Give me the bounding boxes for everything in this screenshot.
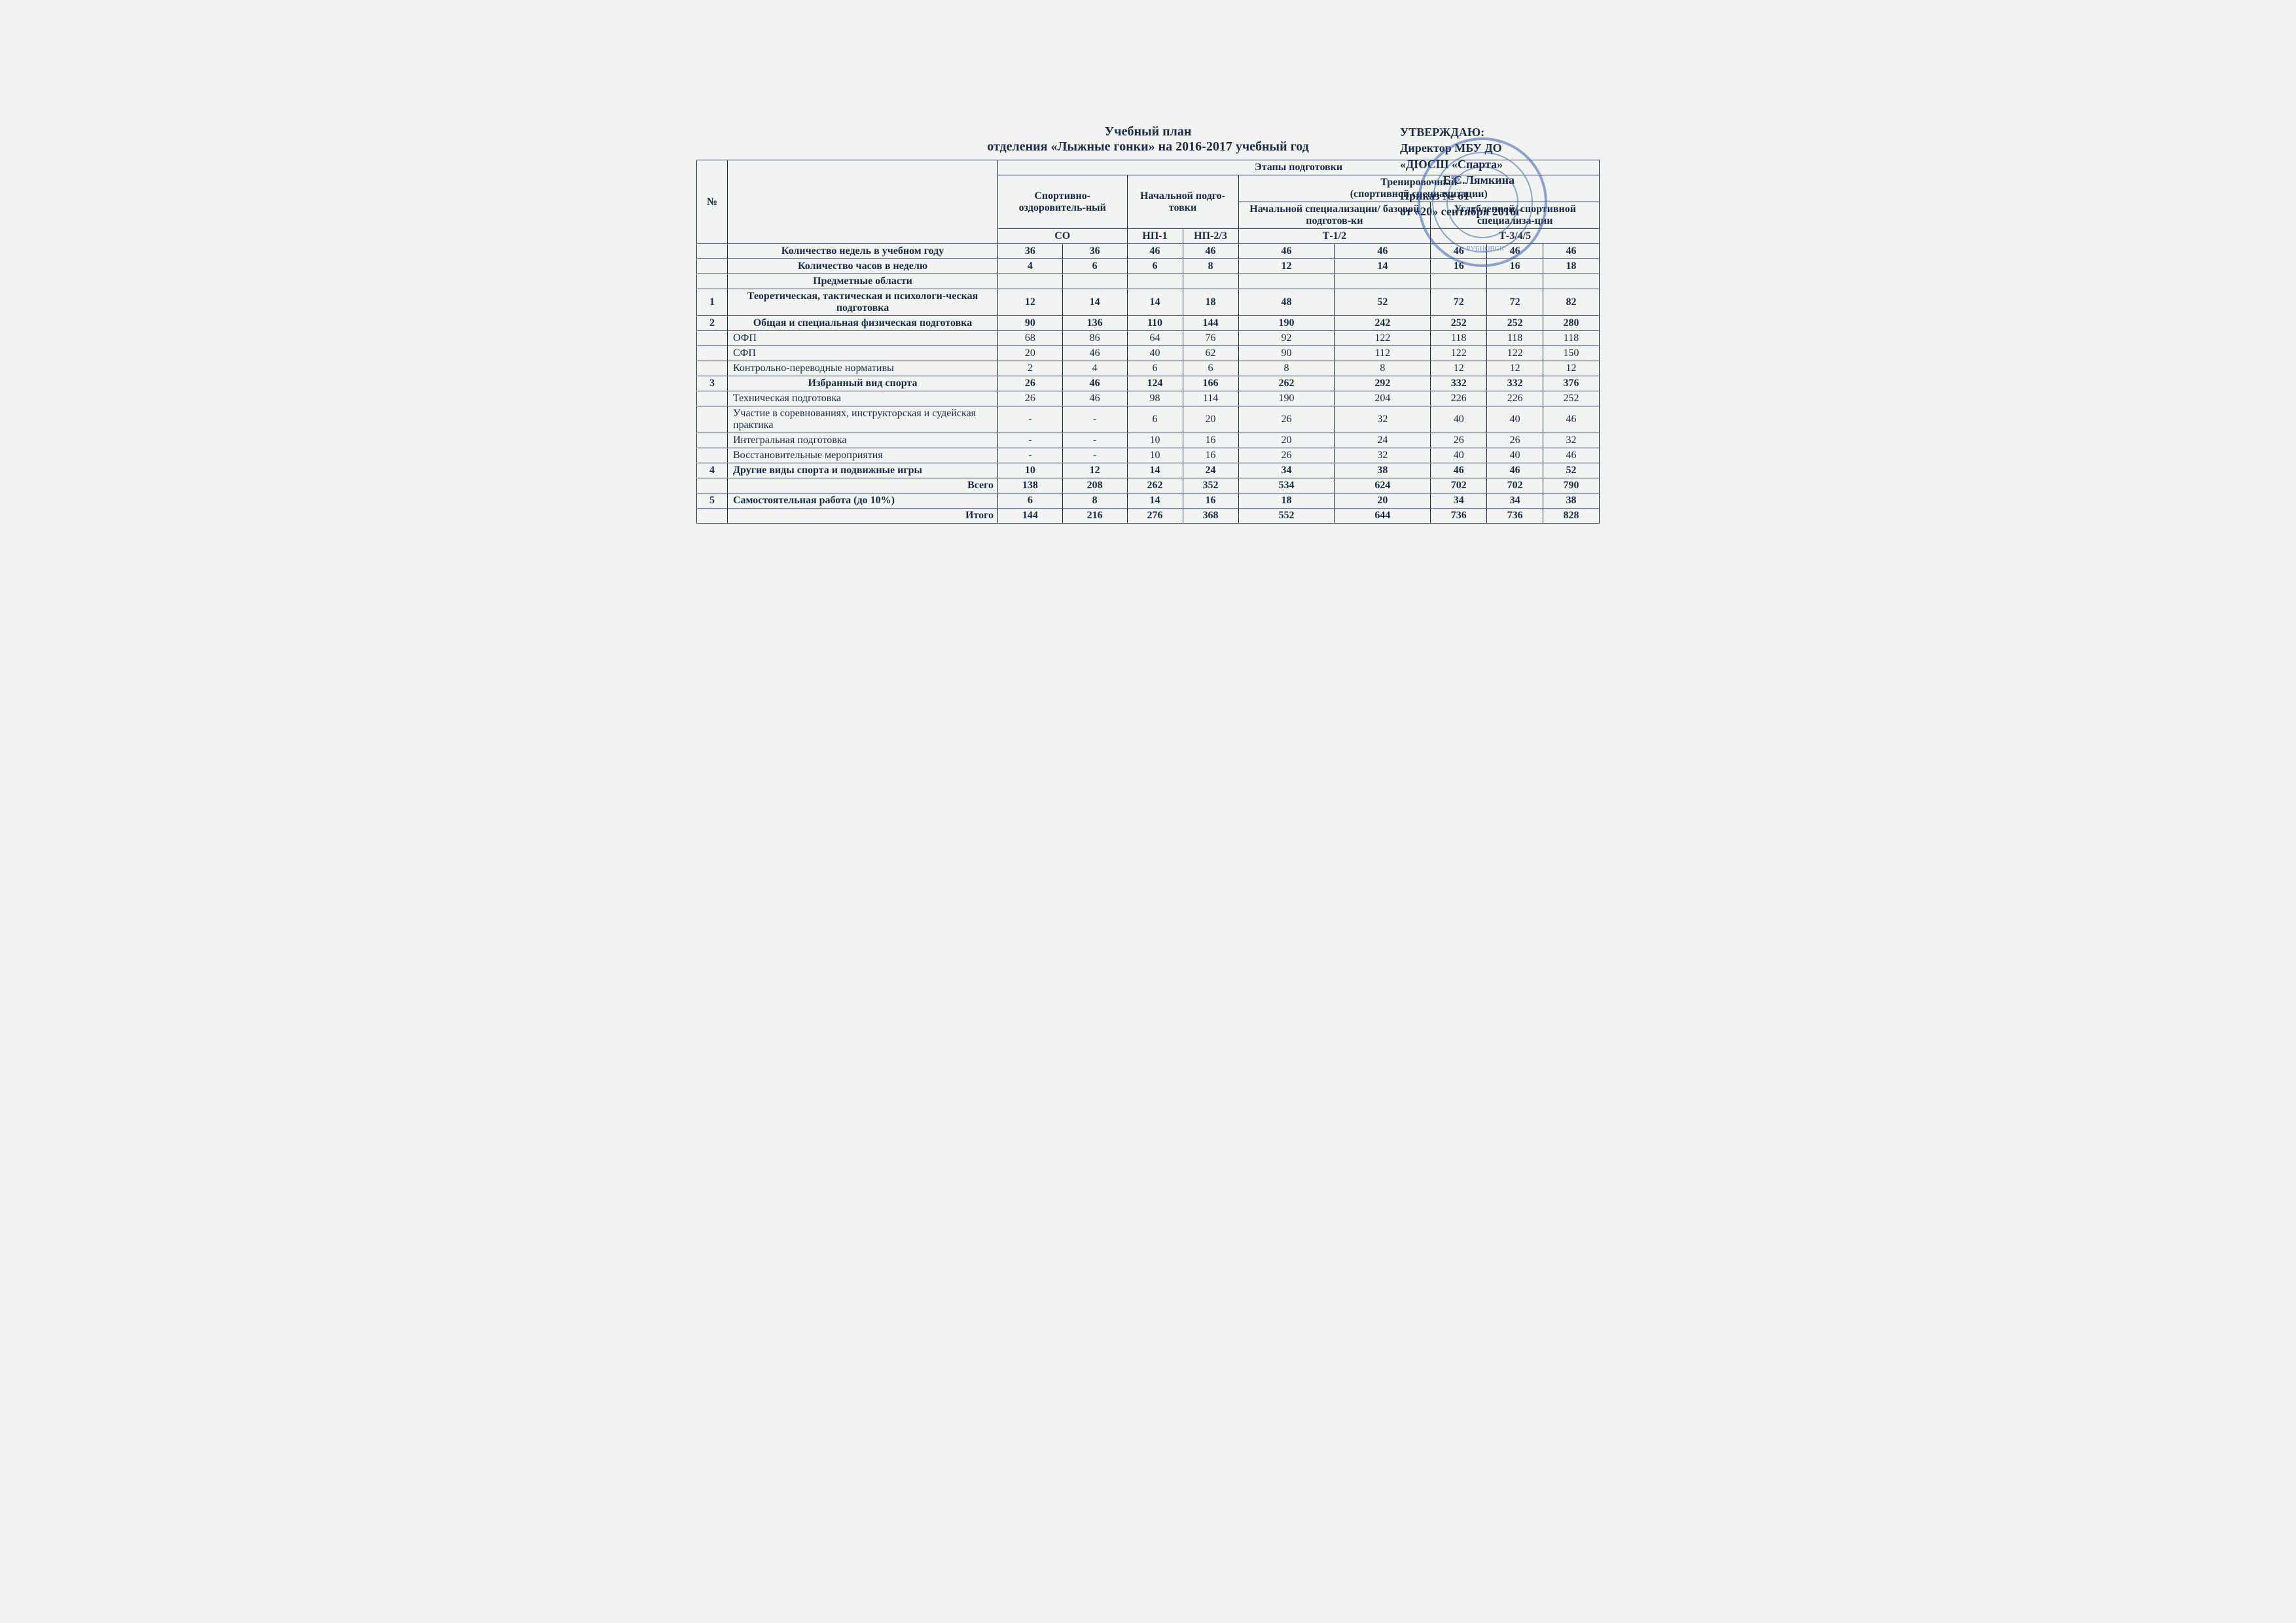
document-page: УТВЕРЖДАЮ: Директор МБУ ДО «ДЮСШ «Спарта…	[696, 124, 1600, 524]
approval-line: УТВЕРЖДАЮ:	[1400, 124, 1521, 140]
approval-line: «ДЮСШ «Спарта»	[1400, 156, 1521, 172]
table-row: Интегральная подготовка - - 10 16 20 24 …	[697, 433, 1600, 448]
np23-code: НП-2/3	[1183, 229, 1238, 244]
table-row: 5 Самостоятельная работа (до 10%) 6 8 14…	[697, 493, 1600, 508]
col-number: №	[697, 160, 728, 244]
table-row: 3 Избранный вид спорта 26 46 124 166 262…	[697, 376, 1600, 391]
table-row: Количество часов в неделю 4 6 6 8 12 14 …	[697, 259, 1600, 274]
table-row: Контрольно-переводные нормативы 2 4 6 6 …	[697, 361, 1600, 376]
table-row: 4 Другие виды спорта и подвижные игры 10…	[697, 463, 1600, 478]
so-code: СО	[998, 229, 1128, 244]
table-row: Количество недель в учебном году 36 36 4…	[697, 244, 1600, 259]
table-row: Всего 138 208 262 352 534 624 702 702 79…	[697, 478, 1600, 493]
approval-order: Приказ № 61	[1400, 188, 1521, 204]
approval-date: от «20» сентября 2016г	[1400, 204, 1521, 219]
approval-line: Директор МБУ ДО	[1400, 140, 1521, 156]
table-row: Предметные области	[697, 274, 1600, 289]
t345-code: Т-3/4/5	[1431, 229, 1600, 244]
np1-code: НП-1	[1127, 229, 1183, 244]
table-row: 1 Теоретическая, тактическая и психологи…	[697, 289, 1600, 316]
table-row: Восстановительные мероприятия - - 10 16 …	[697, 448, 1600, 463]
np-header: Начальной подго-товки	[1127, 175, 1238, 229]
table-row: 2 Общая и специальная физическая подгото…	[697, 316, 1600, 331]
table-row: СФП 20 46 40 62 90 112 122 122 150	[697, 346, 1600, 361]
table-row: Итого 144 216 276 368 552 644 736 736 82…	[697, 508, 1600, 524]
table-row: ОФП 68 86 64 76 92 122 118 118 118	[697, 331, 1600, 346]
table-row: Техническая подготовка 26 46 98 114 190 …	[697, 391, 1600, 406]
col-subject	[728, 160, 998, 244]
so-header: Спортивно-оздоровитель-ный	[998, 175, 1128, 229]
t12-code: Т-1/2	[1238, 229, 1431, 244]
table-row: Участие в соревнованиях, инструкторская …	[697, 406, 1600, 433]
signature-mark: ✎	[1449, 171, 1463, 189]
